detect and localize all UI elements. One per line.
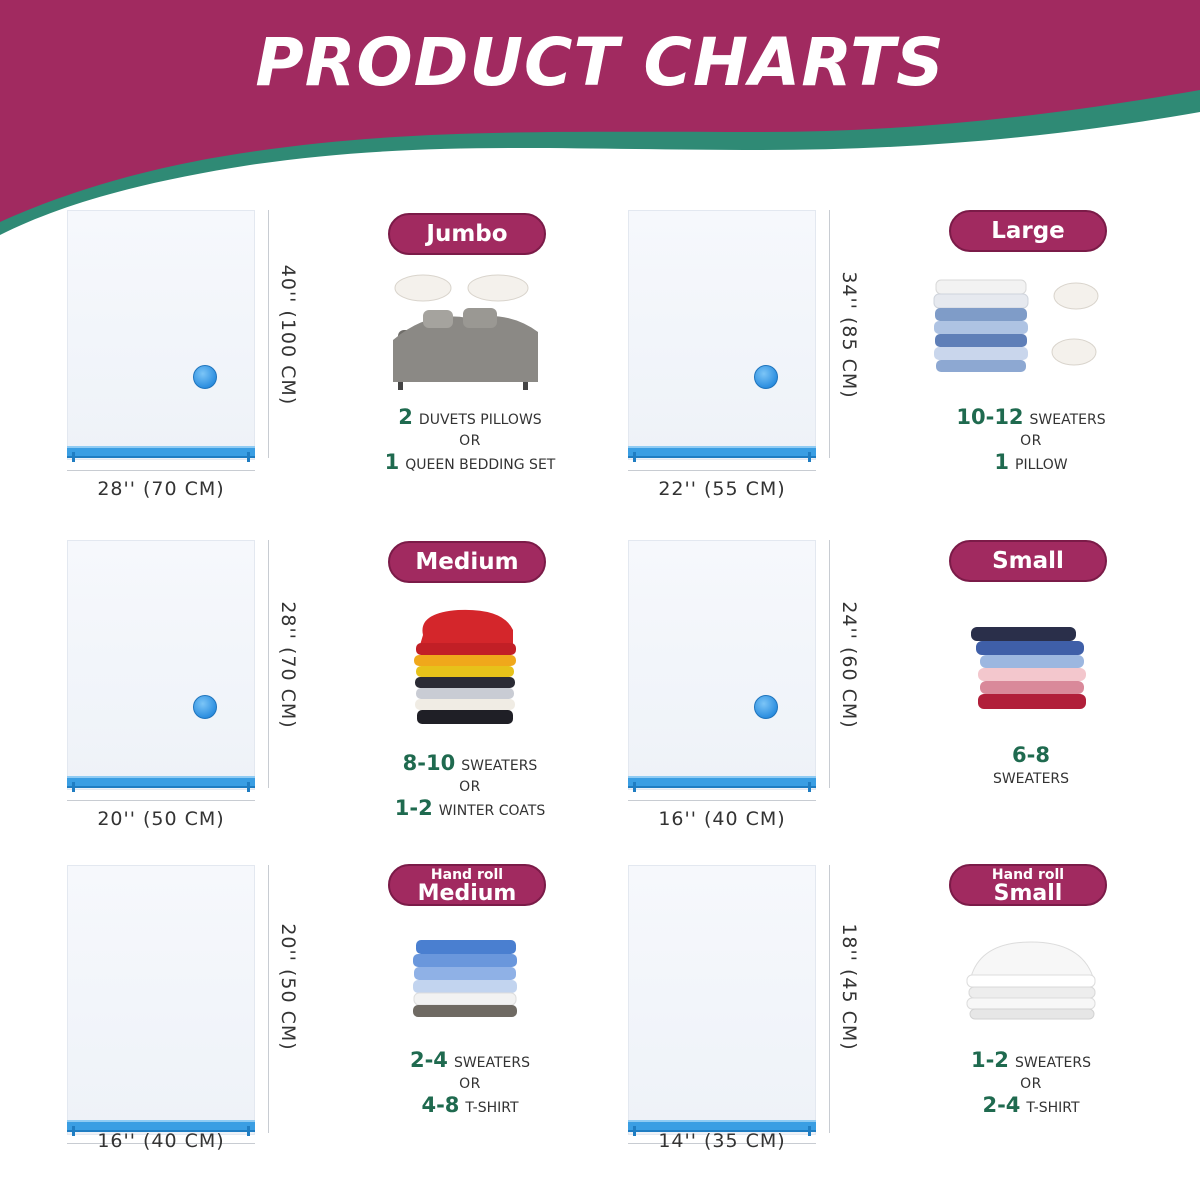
capacity-text: 6-8 SWEATERS: [992, 743, 1070, 788]
width-dimension-line: [67, 800, 255, 801]
product-card-jumbo: 40'' (100 CM) 28'' (70 CM) Jumbo 2 DUVETS…: [0, 200, 600, 530]
width-label: 28'' (70 CM): [97, 478, 225, 500]
valve-icon: [754, 365, 778, 389]
zipper-strip: [67, 446, 255, 462]
height-dimension-line: [829, 210, 830, 458]
width-label: 16'' (40 CM): [97, 1130, 225, 1152]
capacity-text: 1-2 SWEATERS OR 2-4 T-SHIRT: [970, 1048, 1092, 1117]
height-dimension-line: [268, 865, 269, 1133]
bag-illustration: [67, 865, 255, 1135]
zipper-strip: [67, 776, 255, 792]
width-label: 20'' (50 CM): [97, 808, 225, 830]
size-badge: Medium: [388, 541, 546, 583]
bag-illustration: [628, 540, 816, 790]
valve-icon: [754, 695, 778, 719]
capacity-text: 8-10 SWEATERS OR 1-2 WINTER COATS: [394, 751, 546, 820]
valve-icon: [193, 695, 217, 719]
width-dimension-line: [67, 1143, 255, 1144]
product-card-hand-roll-medium: 20'' (50 CM) 16'' (40 CM) Hand roll Medi…: [0, 855, 600, 1185]
height-label: 28'' (70 CM): [277, 601, 299, 729]
width-dimension-line: [628, 800, 816, 801]
width-label: 14'' (35 CM): [658, 1130, 786, 1152]
height-dimension-line: [268, 540, 269, 788]
width-dimension-line: [67, 470, 255, 471]
zipper-strip: [628, 776, 816, 792]
banner-wave-graphic: [0, 0, 1200, 235]
height-dimension-line: [829, 865, 830, 1133]
shirt-stack-icon: [413, 940, 517, 1017]
bag-illustration: [628, 865, 816, 1135]
product-card-small: 24'' (60 CM) 16'' (40 CM) Small 6-8 SWEA…: [561, 530, 1161, 860]
height-label: 34'' (85 CM): [838, 271, 860, 399]
valve-icon: [193, 365, 217, 389]
capacity-text: 10-12 SWEATERS OR 1 PILLOW: [956, 405, 1106, 474]
page-title: PRODUCT CHARTS: [255, 24, 945, 101]
capacity-text: 2-4 SWEATERS OR 4-8 T-SHIRT: [409, 1048, 531, 1117]
sweater-stack-icon: [414, 609, 516, 724]
bed-icon: [393, 274, 538, 390]
size-badge: Jumbo: [388, 213, 546, 255]
white-shirt-stack-icon: [966, 941, 1096, 1020]
size-badge: Small: [949, 540, 1107, 582]
zipper-strip: [67, 1120, 255, 1136]
height-dimension-line: [829, 540, 830, 788]
size-badge: Hand roll Small: [949, 864, 1107, 906]
bag-illustration: [628, 210, 816, 460]
height-label: 18'' (45 CM): [838, 923, 860, 1051]
zipper-strip: [628, 1120, 816, 1136]
width-dimension-line: [628, 1143, 816, 1144]
product-card-hand-roll-small: 18'' (45 CM) 14'' (35 CM) Hand roll Smal…: [561, 855, 1161, 1185]
height-label: 20'' (50 CM): [277, 923, 299, 1051]
size-badge: Hand roll Medium: [388, 864, 546, 906]
width-label: 16'' (40 CM): [658, 808, 786, 830]
capacity-text: 2 DUVETS PILLOWS OR 1 QUEEN BEDDING SET: [384, 405, 556, 474]
width-label: 22'' (55 CM): [658, 478, 786, 500]
product-card-medium: 28'' (70 CM) 20'' (50 CM) Medium 8-10 SWE…: [0, 530, 600, 860]
bag-illustration: [67, 540, 255, 790]
height-label: 24'' (60 CM): [838, 601, 860, 729]
product-card-large: 34'' (85 CM) 22'' (55 CM) Large 10-12 SWE…: [561, 200, 1161, 530]
height-dimension-line: [268, 210, 269, 458]
zipper-strip: [628, 446, 816, 462]
height-label: 40'' (100 CM): [277, 264, 299, 406]
size-badge: Large: [949, 210, 1107, 252]
bag-illustration: [67, 210, 255, 460]
folded-sweaters-icon: [971, 627, 1086, 709]
shirt-stack-icon: [933, 279, 1099, 372]
header-banner: [0, 0, 1200, 260]
width-dimension-line: [628, 470, 816, 471]
